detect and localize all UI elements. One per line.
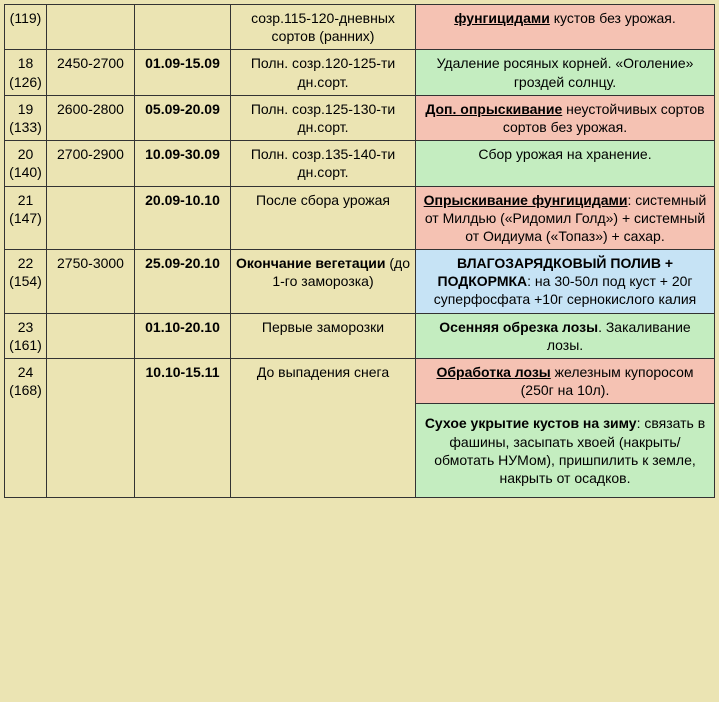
cell-week: 24(168) — [5, 359, 47, 498]
cell-phase: До выпадения снега — [231, 359, 416, 498]
cell-phase: Окончание вегетации (до 1-го заморозка) — [231, 250, 416, 314]
vineyard-schedule-table: (119) созр.115-120-дневных сортов (ранни… — [4, 4, 715, 498]
cell-sat: 2600-2800 — [47, 95, 135, 140]
cell-phase: После сбора урожая — [231, 186, 416, 250]
cell-action: фунгицидами кустов без урожая. — [416, 5, 715, 50]
cell-sat — [47, 5, 135, 50]
cell-week: 21(147) — [5, 186, 47, 250]
cell-phase: Полн. созр.125-130-ти дн.сорт. — [231, 95, 416, 140]
cell-week: 18(126) — [5, 50, 47, 95]
table-row: (119) созр.115-120-дневных сортов (ранни… — [5, 5, 715, 50]
cell-week: 19(133) — [5, 95, 47, 140]
cell-sat: 2700-2900 — [47, 141, 135, 186]
cell-week: (119) — [5, 5, 47, 50]
cell-dates — [135, 5, 231, 50]
cell-action: Опрыскивание фунгицидами: системный от М… — [416, 186, 715, 250]
table-row: 23(161) 01.10-20.10 Первые заморозки Осе… — [5, 313, 715, 358]
cell-phase: Полн. созр.135-140-ти дн.сорт. — [231, 141, 416, 186]
cell-action: ВЛАГОЗАРЯДКОВЫЙ ПОЛИВ + ПОДКОРМКА: на 30… — [416, 250, 715, 314]
cell-week: 23(161) — [5, 313, 47, 358]
cell-dates: 05.09-20.09 — [135, 95, 231, 140]
cell-dates: 10.09-30.09 — [135, 141, 231, 186]
cell-week: 22(154) — [5, 250, 47, 314]
cell-phase: Первые заморозки — [231, 313, 416, 358]
table-row: 22(154) 2750-3000 25.09-20.10 Окончание … — [5, 250, 715, 314]
cell-sat: 2450-2700 — [47, 50, 135, 95]
cell-action: Сухое укрытие кустов на зиму: связать в … — [416, 404, 715, 498]
table-row: 24(168) 10.10-15.11 До выпадения снега О… — [5, 359, 715, 404]
cell-sat: 2750-3000 — [47, 250, 135, 314]
cell-phase: созр.115-120-дневных сортов (ранних) — [231, 5, 416, 50]
cell-phase: Полн. созр.120-125-ти дн.сорт. — [231, 50, 416, 95]
table-row: 19(133) 2600-2800 05.09-20.09 Полн. созр… — [5, 95, 715, 140]
cell-sat — [47, 186, 135, 250]
cell-action: Удаление росяных корней. «Оголение» гроз… — [416, 50, 715, 95]
table-row: 21(147) 20.09-10.10 После сбора урожая О… — [5, 186, 715, 250]
table-row: 18(126) 2450-2700 01.09-15.09 Полн. созр… — [5, 50, 715, 95]
table-row: 20(140) 2700-2900 10.09-30.09 Полн. созр… — [5, 141, 715, 186]
cell-sat — [47, 359, 135, 498]
cell-action: Доп. опрыскивание неустойчивых сортов со… — [416, 95, 715, 140]
cell-dates: 01.09-15.09 — [135, 50, 231, 95]
cell-dates: 20.09-10.10 — [135, 186, 231, 250]
cell-action: Осенняя обрезка лозы. Закаливание лозы. — [416, 313, 715, 358]
cell-sat — [47, 313, 135, 358]
cell-dates: 25.09-20.10 — [135, 250, 231, 314]
cell-dates: 10.10-15.11 — [135, 359, 231, 498]
cell-action: Обработка лозы железным купоросом (250г … — [416, 359, 715, 404]
cell-dates: 01.10-20.10 — [135, 313, 231, 358]
cell-week: 20(140) — [5, 141, 47, 186]
cell-action: Сбор урожая на хранение. — [416, 141, 715, 186]
